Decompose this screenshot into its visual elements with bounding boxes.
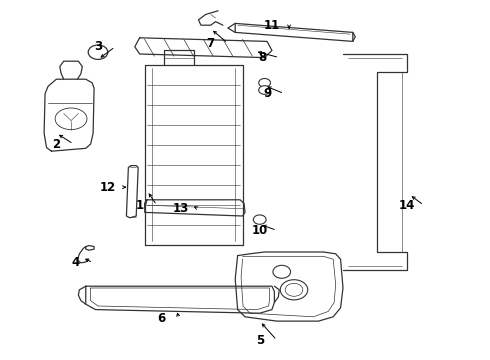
Text: 6: 6: [158, 312, 166, 325]
Text: 3: 3: [94, 40, 102, 53]
Text: 10: 10: [251, 224, 268, 237]
Text: 14: 14: [398, 199, 415, 212]
Circle shape: [259, 86, 270, 94]
Circle shape: [273, 265, 291, 278]
Text: 8: 8: [258, 51, 266, 64]
Circle shape: [280, 280, 308, 300]
Text: 11: 11: [264, 19, 280, 32]
Text: 4: 4: [72, 256, 80, 269]
Circle shape: [88, 45, 108, 59]
Circle shape: [259, 78, 270, 87]
Text: 12: 12: [99, 181, 116, 194]
Text: 1: 1: [136, 199, 144, 212]
Text: 5: 5: [256, 334, 264, 347]
Circle shape: [253, 215, 266, 224]
Text: 13: 13: [173, 202, 190, 215]
Text: 7: 7: [207, 37, 215, 50]
Circle shape: [285, 283, 303, 296]
Text: 9: 9: [263, 87, 271, 100]
Text: 2: 2: [52, 138, 60, 150]
Ellipse shape: [55, 108, 87, 130]
